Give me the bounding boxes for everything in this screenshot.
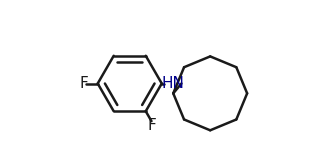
Text: F: F — [79, 76, 88, 91]
Text: HN: HN — [162, 76, 185, 91]
Text: F: F — [148, 118, 157, 133]
